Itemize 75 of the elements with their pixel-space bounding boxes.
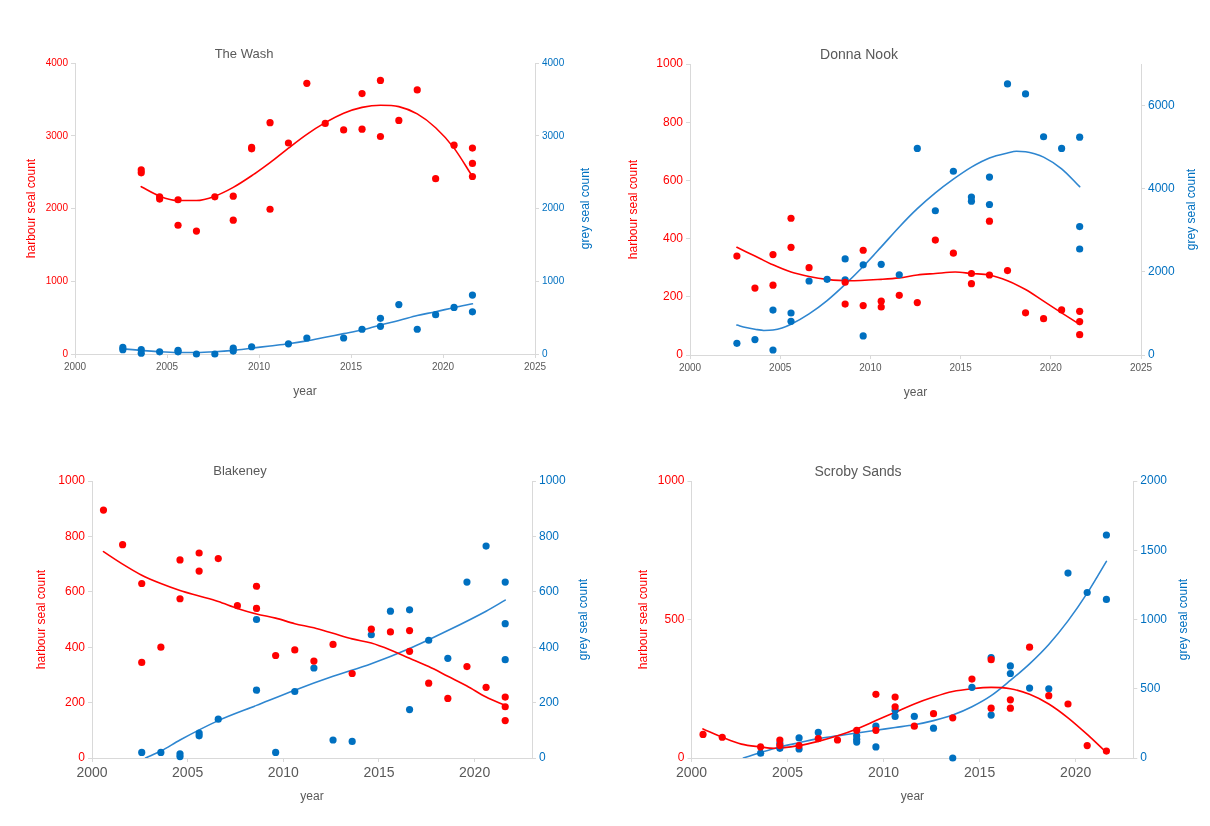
- x-tick-label: 2005: [769, 361, 792, 373]
- y-tick-label: 600: [64, 584, 86, 599]
- chart-title: The Wash: [214, 45, 274, 61]
- y-tick-label: 400: [662, 230, 684, 245]
- x-axis-title: year: [293, 384, 317, 399]
- y2-tick-label: 800: [539, 528, 560, 543]
- y2-tick-label: 2000: [1148, 264, 1176, 279]
- y-tick-label: 800: [662, 114, 684, 129]
- y-tick-label: 1000: [657, 473, 685, 488]
- x-tick-label: 2010: [267, 764, 300, 781]
- chart-title: Blakeney: [213, 462, 268, 478]
- y2-tick-label: 0: [1140, 750, 1148, 765]
- y2-tick-label: 0: [1148, 347, 1155, 362]
- y2-tick-label: 6000: [1148, 97, 1176, 112]
- chart-title: Donna Nook: [820, 45, 899, 62]
- y2-tick-label: 0: [542, 347, 548, 359]
- y2-tick-label: 4000: [1148, 181, 1176, 196]
- y2-tick-label: 2000: [542, 202, 565, 214]
- y-axis-title: harbour seal count: [34, 569, 49, 670]
- y2-tick-label: 3000: [542, 129, 565, 141]
- y-tick-label: 200: [662, 289, 684, 304]
- y2-axis-title: grey seal count: [1184, 168, 1199, 251]
- y-tick-label: 400: [64, 639, 86, 654]
- y2-axis-title: grey seal count: [1176, 578, 1191, 661]
- y-tick-label: 2000: [45, 202, 69, 214]
- x-tick-label: 2000: [76, 764, 108, 781]
- y2-tick-label: 400: [539, 639, 560, 654]
- y-tick-label: 0: [677, 750, 685, 765]
- y-tick-label: 0: [676, 347, 684, 362]
- y2-tick-label: 1000: [539, 473, 567, 488]
- x-tick-label: 2015: [339, 360, 363, 372]
- x-tick-label: 2005: [155, 360, 179, 372]
- y2-tick-label: 1000: [1140, 611, 1168, 626]
- y-tick-label: 1000: [58, 473, 86, 488]
- y-tick-label: 1000: [656, 56, 684, 71]
- y-tick-label: 600: [662, 172, 684, 187]
- x-tick-label: 2020: [431, 360, 455, 372]
- x-tick-label: 2020: [1039, 361, 1063, 373]
- y2-tick-label: 1500: [1140, 542, 1168, 557]
- y-axis-title: harbour seal count: [626, 159, 641, 260]
- y-tick-label: 3000: [45, 129, 69, 141]
- x-tick-label: 2010: [859, 361, 882, 373]
- y2-tick-label: 200: [539, 694, 560, 709]
- x-tick-label: 2020: [459, 764, 491, 781]
- x-axis-title: year: [900, 789, 925, 804]
- x-tick-label: 2015: [363, 764, 395, 781]
- y-tick-label: 500: [664, 611, 685, 626]
- x-axis-title: year: [903, 385, 928, 400]
- y2-axis-title: grey seal count: [578, 167, 593, 250]
- y2-tick-label: 2000: [1140, 473, 1168, 488]
- y-tick-label: 1000: [45, 275, 69, 286]
- y2-tick-label: 500: [1140, 681, 1161, 696]
- x-tick-label: 2015: [949, 361, 973, 373]
- y-tick-label: 800: [64, 528, 86, 543]
- x-tick-label: 2025: [523, 360, 547, 372]
- y-axis-title: harbour seal count: [24, 158, 39, 259]
- x-tick-label: 2010: [247, 360, 271, 372]
- y-tick-label: 0: [62, 347, 69, 359]
- y2-tick-label: 0: [539, 750, 546, 765]
- x-tick-label: 2005: [172, 764, 204, 781]
- y2-tick-label: 4000: [542, 56, 565, 68]
- x-tick-label: 2010: [868, 764, 900, 781]
- x-tick-label: 2015: [964, 764, 996, 781]
- x-tick-label: 2005: [771, 764, 804, 781]
- y2-axis-title: grey seal count: [576, 578, 591, 661]
- x-tick-label: 2025: [1129, 361, 1153, 373]
- y-tick-label: 4000: [45, 56, 69, 68]
- y2-tick-label: 1000: [542, 275, 565, 286]
- y-tick-label: 200: [64, 694, 86, 709]
- x-axis-title: year: [300, 789, 324, 804]
- y2-tick-label: 600: [539, 584, 560, 599]
- chart-title: Scroby Sands: [814, 462, 902, 479]
- y-tick-label: 0: [78, 750, 86, 765]
- y-axis-title: harbour seal count: [636, 569, 651, 670]
- x-tick-label: 2020: [1060, 764, 1092, 781]
